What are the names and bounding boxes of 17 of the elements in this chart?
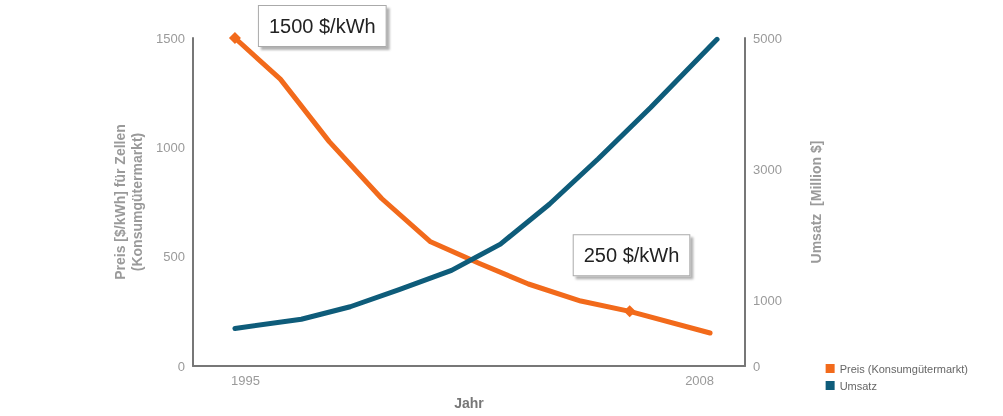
x-tick-label: 2008 [685, 373, 715, 388]
x-tick-label: 1995 [230, 373, 260, 388]
x-axis-title: Jahr [454, 394, 485, 411]
y2-axis-title: Umsatz [Million $] [807, 140, 824, 264]
y-tick-label: 1000 [156, 139, 185, 155]
y-tick-label: 500 [163, 249, 185, 265]
y-tick-label: 0 [177, 358, 185, 374]
y-tick-label: 1500 [156, 30, 185, 46]
y2-tick-label: 0 [753, 358, 761, 374]
y2-tick-label: 1000 [753, 292, 782, 308]
y2-tick-label: 5000 [753, 30, 782, 46]
annotation: 1500 $/kWh [268, 15, 376, 37]
y-axis-title: Preis [$/kWh] für Zellen (Konsumgütermarkt) [111, 124, 145, 280]
annotation: 250 $/kWh [583, 244, 680, 267]
legend-label: Preis (Konsumgütermarkt) [839, 362, 969, 375]
y2-tick-label: 3000 [753, 161, 782, 177]
legend-label: Umsatz [839, 379, 877, 392]
